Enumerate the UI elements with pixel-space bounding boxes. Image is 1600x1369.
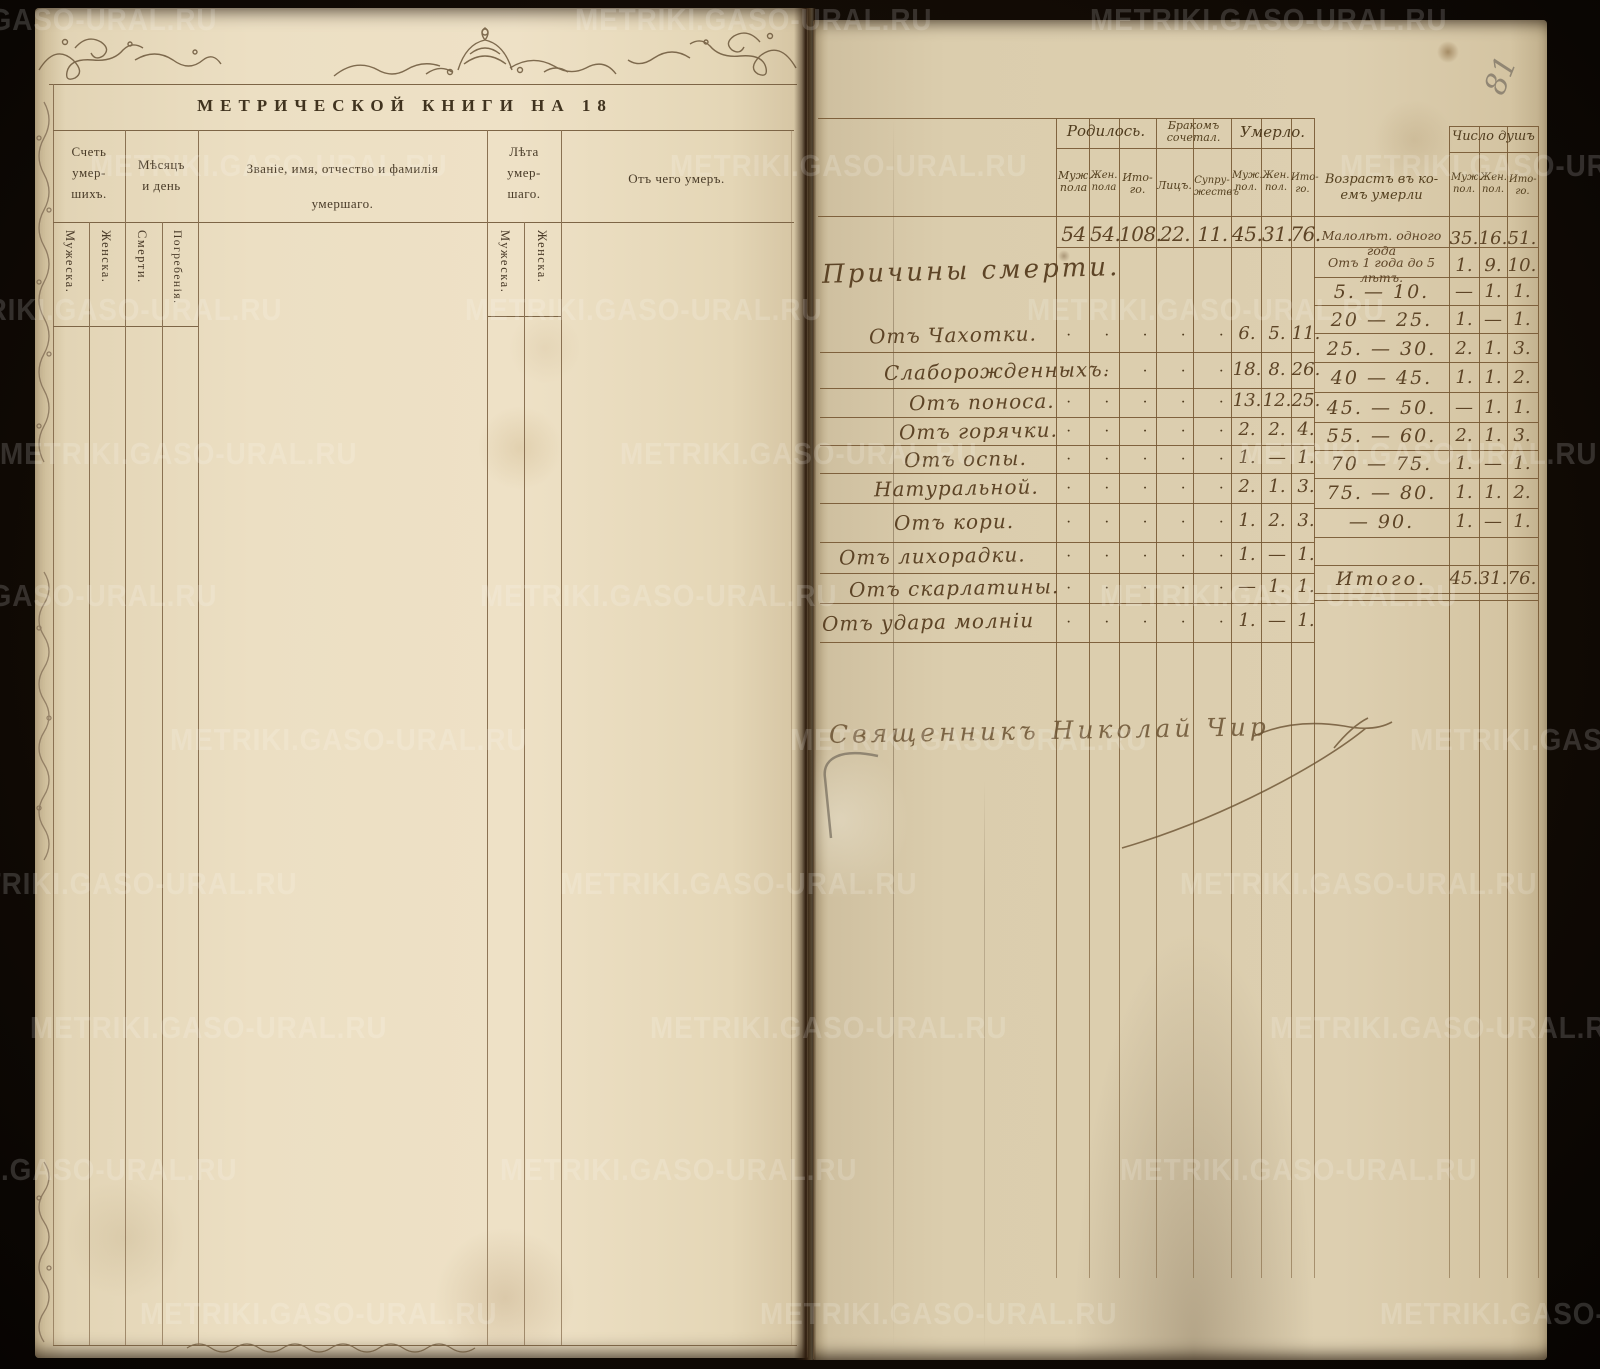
left-page: МЕТРИЧЕСКОЙ КНИГИ НА 18 Счеть умер- шихъ… bbox=[35, 8, 808, 1358]
age-row: 45. — 50. —1. 1. bbox=[1326, 397, 1531, 419]
cause-row: Отъ лихорадки. · · · · · 1. —1. bbox=[838, 542, 1315, 570]
summary-row: 54 54. 108. 22. 11. 45. 31. 76. bbox=[814, 222, 1547, 250]
subheader-souls-female: Жен. пол. bbox=[1480, 172, 1507, 195]
subheader-born-male: Муж. пола bbox=[1058, 169, 1092, 194]
cause-row: Отъ кори. · · · · · 1. 2. 3. bbox=[893, 508, 1315, 536]
age-row: Отъ 1 года до 5 лѣтъ. 1. 9. 10. bbox=[1328, 255, 1537, 285]
age-row: 5. — 10. —1. 1. bbox=[1333, 281, 1531, 303]
paper-crease bbox=[984, 780, 985, 1350]
header-born: Родилось. bbox=[1066, 122, 1146, 140]
cause-row: Натуральной. · · · · · 2. 1. 3. bbox=[873, 474, 1315, 502]
born-female-total: 54. bbox=[1090, 222, 1121, 246]
subcolumn-female-count: Женска. bbox=[99, 230, 113, 284]
cause-row: Отъ оспы. · · · · · 1. —1. bbox=[903, 445, 1315, 473]
subcolumn-male-count: Мужеска. bbox=[63, 230, 77, 294]
age-row: Малолѣт. одного года 35. 16. 51. bbox=[1321, 228, 1537, 258]
header-married: Бракомъ сочетал. bbox=[1166, 119, 1221, 144]
ornament-crest-icon bbox=[333, 27, 617, 77]
subheader-married-persons: Лицъ. bbox=[1157, 179, 1192, 192]
subheader-married-unions: Супру- жествъ bbox=[1194, 175, 1239, 198]
subheader-born-total: Ито- го. bbox=[1122, 171, 1153, 196]
subheader-died-male: Муж. пол. bbox=[1232, 170, 1263, 193]
age-row: 75. — 80. 1. 1. 2. bbox=[1326, 482, 1531, 504]
ornament-bottom-strip-icon bbox=[186, 1343, 476, 1353]
subheader-age-at-death: Возрастъ въ ко- емъ умерли bbox=[1324, 172, 1439, 203]
header-died: Умерло. bbox=[1239, 123, 1306, 141]
died-grand-total: 76. bbox=[1290, 222, 1321, 246]
died-male-total: 45. bbox=[1232, 222, 1263, 246]
married-persons-total: 22. bbox=[1159, 222, 1191, 246]
subcolumn-female-age: Женска. bbox=[535, 230, 549, 284]
book-gutter bbox=[794, 8, 816, 1360]
subheader-died-female: Жен. пол. bbox=[1262, 170, 1290, 193]
paper-crease bbox=[893, 120, 894, 1350]
subheader-souls-male: Муж. пол. bbox=[1451, 172, 1482, 195]
age-row: 20 — 25. 1. —1. bbox=[1330, 309, 1531, 331]
cause-row: Отъ Чахотки. · · · · · 6. 5. 11. bbox=[868, 321, 1321, 349]
died-female-total: 31. bbox=[1262, 222, 1293, 246]
column-header-count: Счеть умер- шихъ. bbox=[71, 144, 107, 201]
subcolumn-burial-date: Погребенія. bbox=[171, 230, 183, 305]
age-row: 25. — 30. 2. 1. 3. bbox=[1326, 338, 1531, 360]
cause-row: Отъ поноса. · · · · · 13. 12. 25. bbox=[908, 388, 1321, 416]
subheader-born-female: Жен. пола bbox=[1090, 170, 1118, 193]
age-row: — 90. 1. —1. bbox=[1348, 511, 1531, 533]
married-unions-total: 11. bbox=[1197, 222, 1228, 246]
ornament-flourish-icon bbox=[38, 38, 222, 80]
born-grand-total: 108. bbox=[1119, 222, 1162, 246]
ornament-border-strip-icon bbox=[36, 571, 52, 861]
born-male-total: 54 bbox=[1061, 222, 1086, 246]
subcolumn-male-age: Мужеска. bbox=[498, 230, 512, 294]
column-header-cause: Отъ чего умеръ. bbox=[628, 171, 725, 186]
ornament-border-strip-icon bbox=[36, 1161, 52, 1343]
age-row: 40 — 45. 1. 1. 2. bbox=[1330, 367, 1531, 389]
subheader-died-total: Ито- го. bbox=[1291, 172, 1319, 195]
page-title: МЕТРИЧЕСКОЙ КНИГИ НА 18 bbox=[197, 96, 613, 115]
subheader-souls-total: Ито- го. bbox=[1509, 174, 1537, 197]
priest-signature: Священникъ Николай Чир bbox=[828, 712, 1271, 749]
right-page: 81 bbox=[813, 20, 1547, 1360]
page-number: 81 bbox=[1477, 51, 1525, 100]
subcolumn-death-date: Смерти. bbox=[135, 230, 149, 284]
age-row: 70 — 75. 1. —1. bbox=[1330, 453, 1531, 475]
ornament-flourish-icon bbox=[627, 32, 797, 76]
cause-row: Отъ удара молніи · · · · · 1. —1. bbox=[821, 608, 1315, 636]
pencil-mark-icon bbox=[823, 751, 879, 839]
cause-row: Отъ горячки. · · · · · 2. 2. 4. bbox=[898, 417, 1315, 445]
age-row: 55. — 60. 2. 1. 3. bbox=[1326, 425, 1531, 447]
column-header-age: Лѣта умер- шаго. bbox=[507, 144, 541, 201]
age-total-row: Итого. 45. 31. 76. bbox=[1335, 568, 1537, 590]
column-header-month-day: Мѣсяцъ и день bbox=[137, 157, 186, 193]
header-souls-count: Число душъ bbox=[1452, 129, 1535, 144]
cause-row: Слаборожденныхъ. · · · · · 18. 8. 26. bbox=[883, 357, 1321, 385]
cause-row: Отъ скарлатины. · · · · · —1. 1. bbox=[848, 574, 1315, 602]
column-header-name: Званіе, имя, отчество и фамилія умершаго… bbox=[246, 161, 439, 211]
